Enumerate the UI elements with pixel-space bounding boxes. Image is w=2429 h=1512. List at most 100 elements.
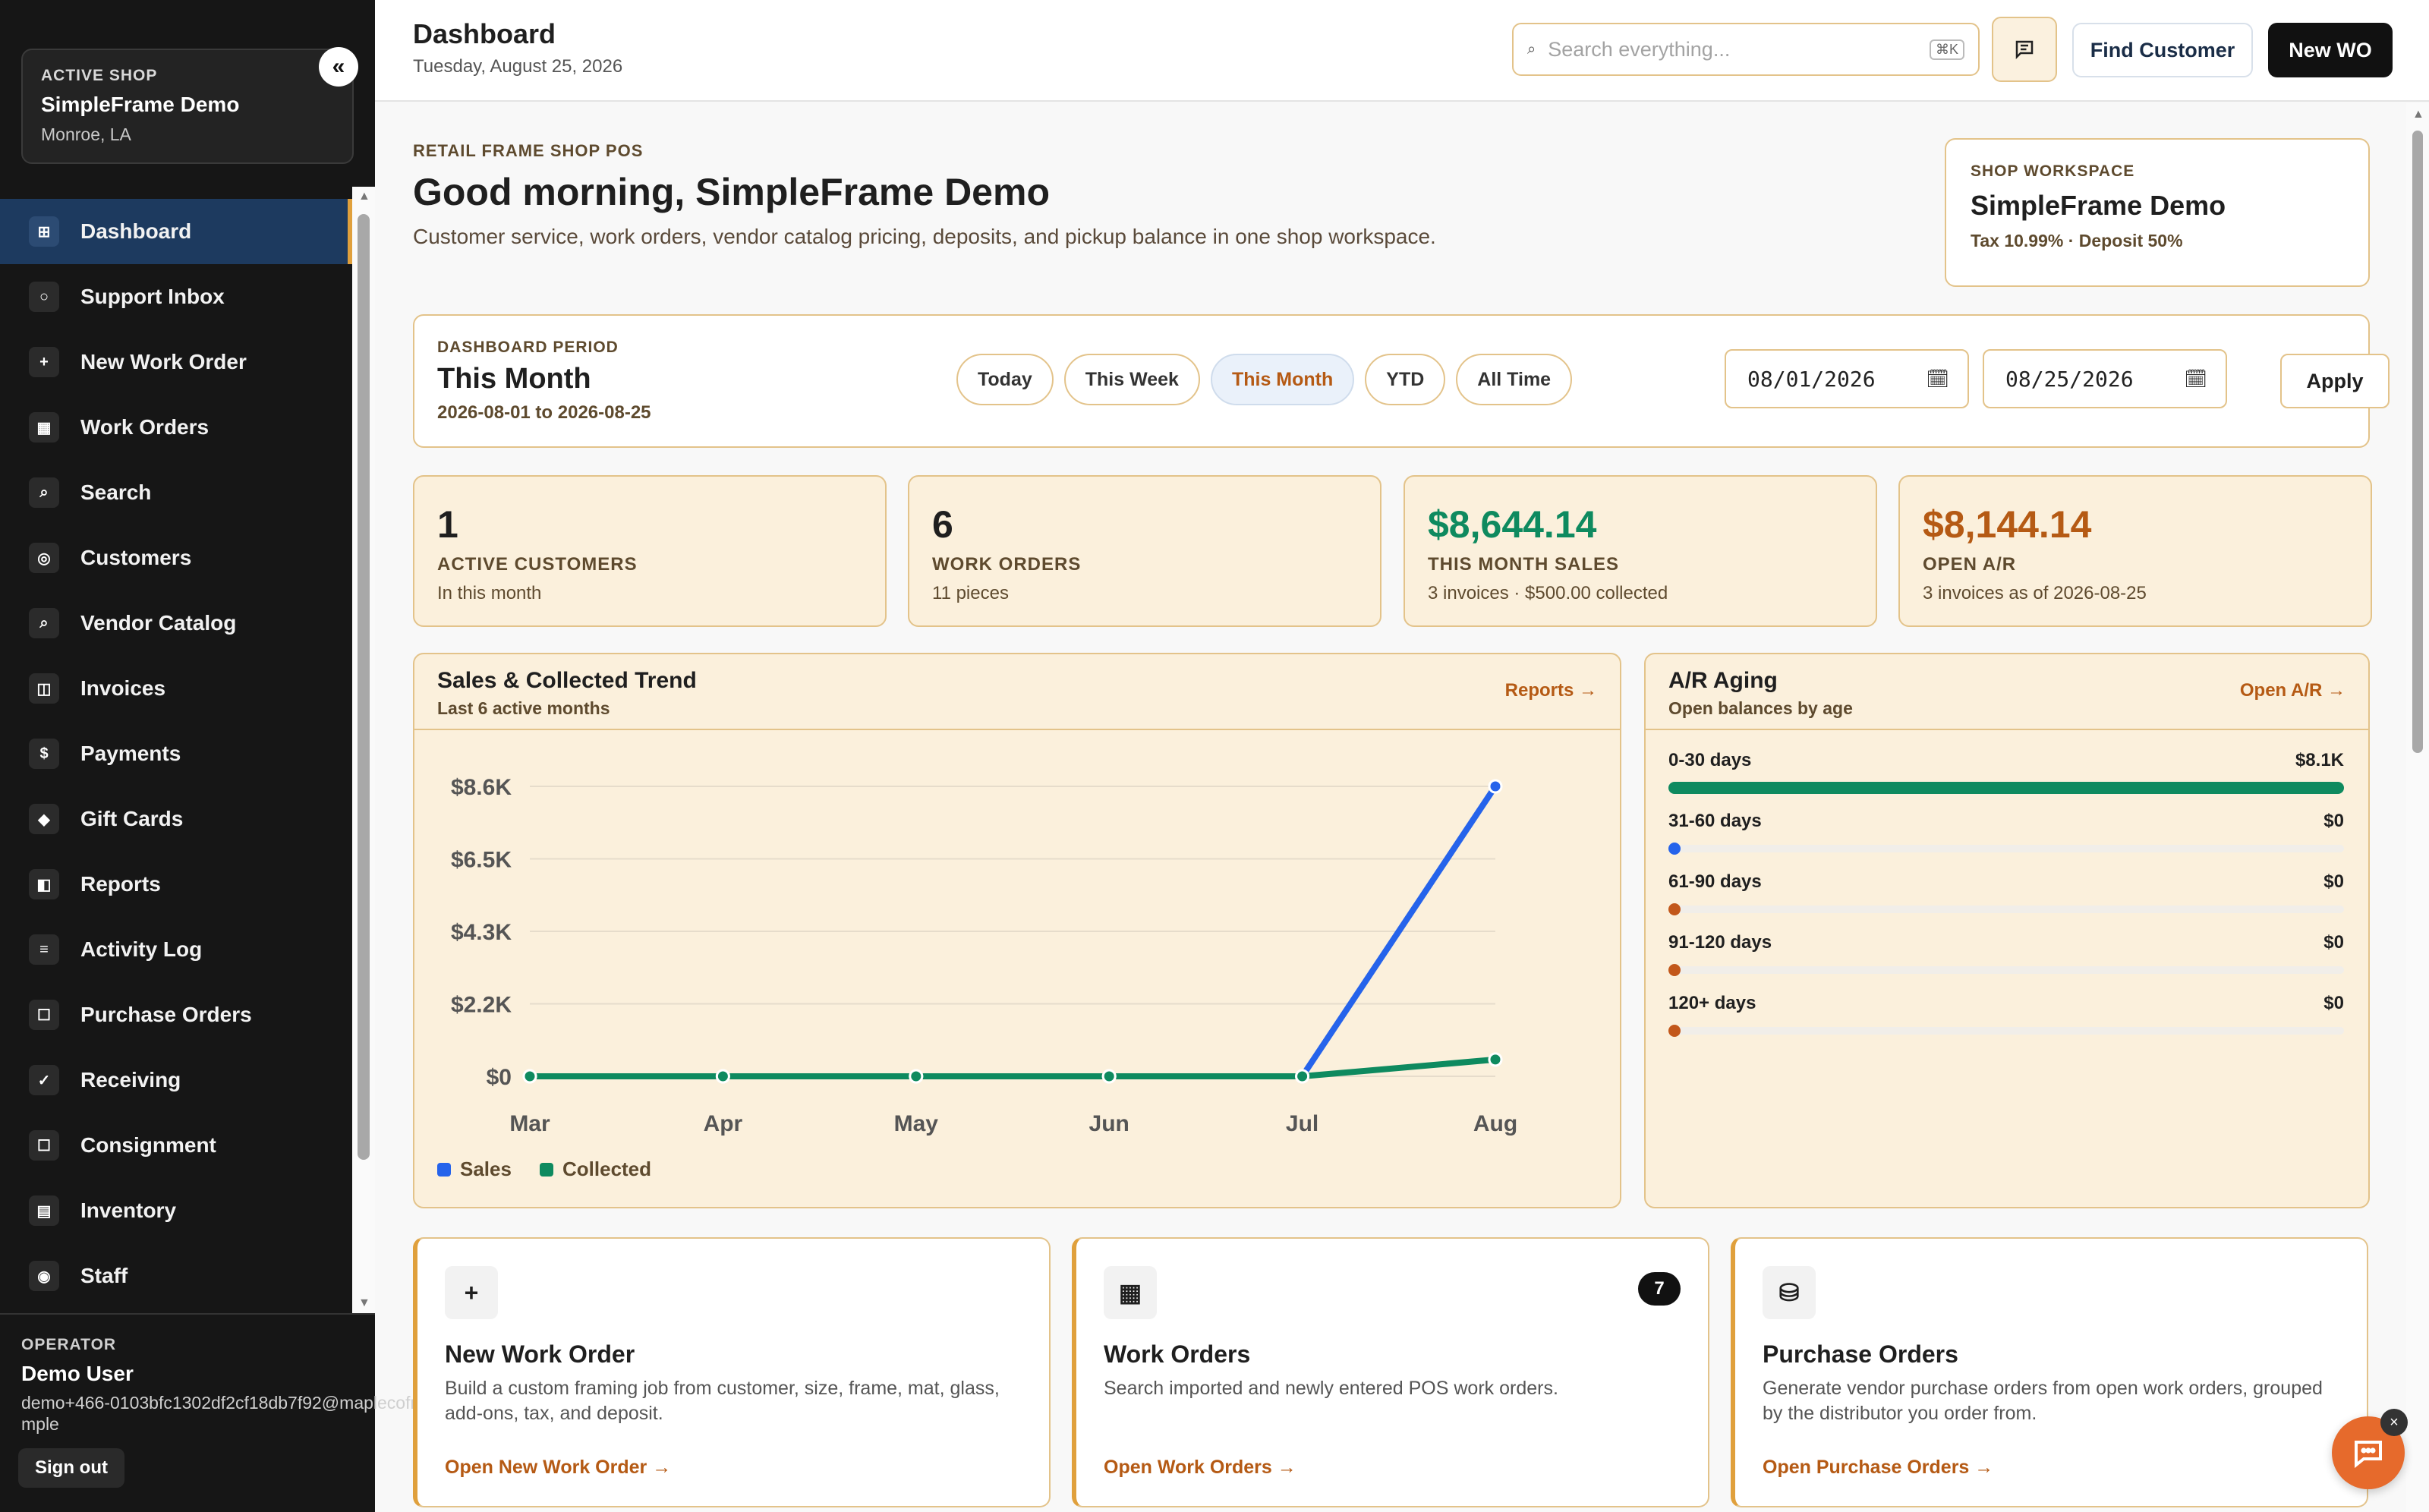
stat-label: THIS MONTH SALES [1428,554,1620,575]
quick-action-card[interactable]: ▦ 7 Work Orders Search imported and newly e… [1072,1237,1709,1507]
aging-bucket: 0-30 days $8.1K [1668,750,2344,794]
scroll-up-arrow-icon[interactable]: ▲ [358,190,370,203]
sidebar-item-invoices[interactable]: ◫ Invoices [0,656,352,721]
inventory-icon: ▤ [29,1195,59,1226]
data-point-collected[interactable] [522,1069,537,1084]
sidebar-scrollbar-thumb[interactable] [358,214,370,1160]
card-description: Build a custom framing job from customer… [445,1378,1000,1424]
card-description: Generate vendor purchase orders from ope… [1763,1378,2323,1424]
database-icon: ⛁ [1763,1266,1816,1319]
payments-icon: $ [29,739,59,769]
x-tick-label: Jun [1089,1111,1129,1136]
aging-bar-fill [1668,843,1681,855]
main-content: RETAIL FRAME SHOP POS Good morning, Simp… [375,103,2406,1512]
sidebar-item-label: Activity Log [80,937,203,961]
sidebar-item-purchase-orders[interactable]: ☐ Purchase Orders [0,982,352,1047]
operator-panel: OPERATOR Demo User demo+466-0103bfc1302d… [0,1313,496,1512]
sidebar-item-reports[interactable]: ◧ Reports [0,852,352,917]
x-tick-label: Apr [704,1111,743,1136]
sidebar-item-receiving[interactable]: ✓ Receiving [0,1047,352,1113]
stat-card[interactable]: $8,144.14 OPEN A/R 3 invoices as of 2026-0… [1898,475,2372,627]
global-search[interactable]: ⌕ ⌘K [1512,23,1980,76]
greeting-heading: Good morning, SimpleFrame Demo [413,171,1050,213]
sidebar-item-label: Purchase Orders [80,1003,252,1026]
aging-bucket-value: $0 [2323,932,2344,953]
data-point-collected[interactable] [1488,1052,1503,1067]
close-chat-icon[interactable]: × [2380,1409,2408,1436]
sidebar-item-dashboard[interactable]: ⊞ Dashboard [0,199,352,264]
reports-link[interactable]: Reports → [1504,680,1597,701]
card-link[interactable]: Open Purchase Orders → [1763,1457,1994,1478]
aging-bucket-value: $0 [2323,993,2344,1013]
sidebar-item-label: Reports [80,872,161,896]
y-tick-label: $4.3K [451,920,512,945]
active-shop-card[interactable]: ACTIVE SHOP SimpleFrame Demo Monroe, LA [21,49,354,164]
shop-workspace-card: SHOP WORKSPACE SimpleFrame Demo Tax 10.9… [1945,138,2370,287]
find-customer-button[interactable]: Find Customer [2072,23,2253,77]
stat-card[interactable]: $8,644.14 THIS MONTH SALES 3 invoices · $5… [1404,475,1877,627]
apply-button[interactable]: Apply [2280,354,2390,408]
calendar-icon[interactable]: 🗓 [2184,368,2207,389]
sidebar-item-payments[interactable]: $ Payments [0,721,352,786]
messages-button[interactable] [1992,17,2057,82]
sidebar-item-activity-log[interactable]: ≡ Activity Log [0,917,352,982]
aging-bucket-value: $8.1K [2295,750,2344,770]
data-point-collected[interactable] [715,1069,730,1084]
gift-card-icon: ◆ [29,804,59,834]
period-option-all-time[interactable]: All Time [1456,354,1573,405]
card-link[interactable]: Open New Work Order → [445,1457,672,1478]
start-date-input[interactable]: 08/01/2026 🗓 [1725,349,1969,408]
quick-action-card[interactable]: + New Work Order Build a custom framing jo… [413,1237,1051,1507]
x-tick-label: Mar [509,1111,550,1136]
card-link[interactable]: Open Work Orders → [1104,1457,1296,1478]
main-scrollbar[interactable]: ▲ [2406,103,2429,1512]
x-tick-label: May [894,1111,939,1136]
ar-aging-subtitle: Open balances by age [1668,698,1853,718]
data-point-sales[interactable] [1488,779,1503,794]
quick-action-card[interactable]: ⛁ Purchase Orders Generate vendor purchase… [1731,1237,2368,1507]
dashboard-icon: ⊞ [29,216,59,247]
sidebar-item-inventory[interactable]: ▤ Inventory [0,1178,352,1243]
sidebar-item-label: Search [80,480,152,504]
end-date-input[interactable]: 08/25/2026 🗓 [1983,349,2227,408]
scroll-down-arrow-icon[interactable]: ▼ [358,1296,370,1309]
period-option-this-week[interactable]: This Week [1063,354,1200,405]
open-ar-link[interactable]: Open A/R → [2239,680,2346,701]
sidebar-scrollbar[interactable]: ▲ ▼ [352,187,375,1313]
main-scrollbar-thumb[interactable] [2412,131,2423,753]
plus-icon: + [445,1266,498,1319]
workspace-name: SimpleFrame Demo [1971,190,2226,221]
sidebar-item-staff[interactable]: ◉ Staff [0,1243,352,1309]
sidebar: ACTIVE SHOP SimpleFrame Demo Monroe, LA … [0,0,496,1512]
collapse-sidebar-button[interactable]: « [319,47,358,87]
sidebar-item-support-inbox[interactable]: ○ Support Inbox [0,264,352,329]
data-point-collected[interactable] [909,1069,924,1084]
data-point-collected[interactable] [1295,1069,1310,1084]
staff-icon: ◉ [29,1261,59,1291]
period-option-today[interactable]: Today [956,354,1054,405]
sidebar-item-label: Inventory [80,1199,177,1222]
calendar-icon[interactable]: 🗓 [1926,368,1949,389]
stat-card[interactable]: 1 ACTIVE CUSTOMERS In this month [413,475,887,627]
data-point-collected[interactable] [1101,1069,1117,1084]
stat-card[interactable]: 6 WORK ORDERS 11 pieces [908,475,1381,627]
sidebar-item-label: Customers [80,546,192,569]
new-wo-button[interactable]: New WO [2268,23,2393,77]
period-option-ytd[interactable]: YTD [1365,354,1446,405]
sidebar-item-work-orders[interactable]: ▦ Work Orders [0,395,352,460]
sidebar-item-search[interactable]: ⌕ Search [0,460,352,525]
legend-swatch [437,1163,451,1177]
period-option-this-month[interactable]: This Month [1210,354,1355,405]
aging-bucket-label: 0-30 days [1668,750,1752,770]
sign-out-button[interactable]: Sign out [18,1448,124,1488]
sidebar-item-new-work-order[interactable]: + New Work Order [0,329,352,395]
aging-bucket-value: $0 [2323,871,2344,892]
legend-label: Collected [562,1158,651,1180]
sidebar-item-vendor-catalog[interactable]: ⌕ Vendor Catalog [0,591,352,656]
scroll-up-arrow-icon[interactable]: ▲ [2412,108,2424,121]
aging-bucket: 91-120 days $0 [1668,932,2344,976]
sidebar-item-gift-cards[interactable]: ◆ Gift Cards [0,786,352,852]
sidebar-item-consignment[interactable]: ☐ Consignment [0,1113,352,1178]
sidebar-item-customers[interactable]: ◎ Customers [0,525,352,591]
search-input[interactable] [1548,37,1930,61]
